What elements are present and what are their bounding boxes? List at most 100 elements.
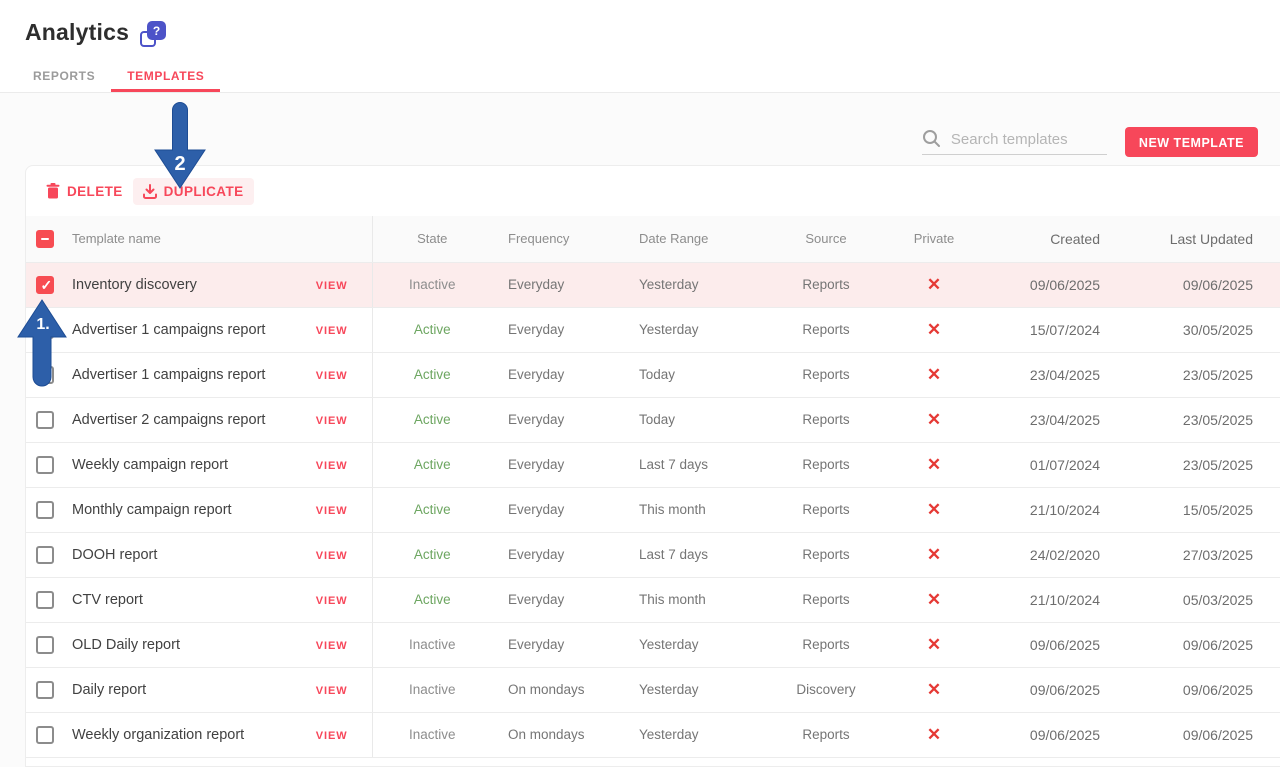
last-updated-cell: 27/03/2025 — [1120, 532, 1280, 577]
column-header-view-spacer — [312, 216, 372, 262]
table-row[interactable]: Monthly campaign reportVIEWActiveEveryda… — [26, 487, 1280, 532]
template-name: Advertiser 2 campaigns report — [72, 412, 265, 428]
view-cell: VIEW — [312, 532, 372, 577]
app-header: Analytics ? REPORTS TEMPLATES — [0, 0, 1280, 93]
source-cell: Reports — [768, 487, 884, 532]
template-name-cell: Weekly campaign report — [70, 442, 312, 487]
search-box[interactable] — [922, 129, 1107, 155]
view-link[interactable]: VIEW — [316, 640, 348, 652]
row-checkbox[interactable] — [36, 636, 54, 654]
row-checkbox[interactable] — [36, 411, 54, 429]
private-cell: ✕ — [884, 262, 984, 307]
created-value: 09/06/2025 — [1030, 727, 1100, 743]
table-row[interactable]: Advertiser 2 campaigns reportVIEWActiveE… — [26, 397, 1280, 442]
delete-button[interactable]: DELETE — [36, 177, 133, 205]
select-all-checkbox[interactable] — [36, 230, 54, 248]
new-template-button[interactable]: NEW TEMPLATE — [1125, 127, 1258, 157]
frequency-value: On mondays — [508, 727, 585, 742]
search-icon — [922, 129, 941, 148]
view-link[interactable]: VIEW — [316, 325, 348, 337]
last-updated-value: 05/03/2025 — [1183, 592, 1253, 608]
template-name: Monthly campaign report — [72, 502, 232, 518]
template-name-cell: Advertiser 1 campaigns report — [70, 307, 312, 352]
private-cell: ✕ — [884, 487, 984, 532]
view-link[interactable]: VIEW — [316, 415, 348, 427]
last-updated-cell: 09/06/2025 — [1120, 667, 1280, 712]
column-header-frequency: Frequency — [492, 216, 618, 262]
created-value: 09/06/2025 — [1030, 637, 1100, 653]
frequency-cell: Everyday — [492, 532, 618, 577]
table-row[interactable]: Advertiser 1 campaigns reportVIEWActiveE… — [26, 352, 1280, 397]
frequency-value: Everyday — [508, 637, 564, 652]
source-cell: Reports — [768, 577, 884, 622]
created-value: 24/02/2020 — [1030, 547, 1100, 563]
view-link[interactable]: VIEW — [316, 595, 348, 607]
view-link[interactable]: VIEW — [316, 685, 348, 697]
private-cell: ✕ — [884, 712, 984, 757]
table-row[interactable]: Advertiser 1 campaigns reportVIEWActiveE… — [26, 307, 1280, 352]
view-link[interactable]: VIEW — [316, 505, 348, 517]
row-checkbox[interactable] — [36, 591, 54, 609]
date-range-value: Last 7 days — [639, 457, 708, 472]
table-row[interactable]: Daily reportVIEWInactiveOn mondaysYester… — [26, 667, 1280, 712]
last-updated-value: 09/06/2025 — [1183, 277, 1253, 293]
row-checkbox[interactable] — [36, 321, 54, 339]
frequency-value: Everyday — [508, 322, 564, 337]
view-cell: VIEW — [312, 307, 372, 352]
row-checkbox[interactable] — [36, 501, 54, 519]
source-cell: Reports — [768, 712, 884, 757]
search-input[interactable] — [951, 131, 1107, 148]
last-updated-value: 09/06/2025 — [1183, 727, 1253, 743]
source-cell: Reports — [768, 622, 884, 667]
row-checkbox[interactable] — [36, 276, 54, 294]
private-x-icon: ✕ — [927, 680, 941, 699]
frequency-cell: Everyday — [492, 577, 618, 622]
last-updated-cell: 09/06/2025 — [1120, 622, 1280, 667]
view-link[interactable]: VIEW — [316, 550, 348, 562]
row-checkbox[interactable] — [36, 726, 54, 744]
state-cell: Active — [372, 577, 492, 622]
template-name: Weekly organization report — [72, 727, 244, 743]
view-link[interactable]: VIEW — [316, 730, 348, 742]
tab-reports[interactable]: REPORTS — [17, 61, 111, 92]
source-value: Reports — [802, 277, 849, 292]
template-name-cell: Advertiser 2 campaigns report — [70, 397, 312, 442]
frequency-cell: Everyday — [492, 622, 618, 667]
table-row[interactable]: Inventory discoveryVIEWInactiveEverydayY… — [26, 262, 1280, 307]
template-name: Daily report — [72, 682, 146, 698]
help-icon-question: ? — [147, 21, 166, 40]
created-value: 21/10/2024 — [1030, 502, 1100, 518]
table-row[interactable]: CTV reportVIEWActiveEverydayThis monthRe… — [26, 577, 1280, 622]
state-value: Active — [414, 412, 451, 427]
table-row[interactable]: DOOH reportVIEWActiveEverydayLast 7 days… — [26, 532, 1280, 577]
tab-bar: REPORTS TEMPLATES — [0, 61, 1280, 92]
tab-templates[interactable]: TEMPLATES — [111, 61, 220, 92]
source-cell: Reports — [768, 397, 884, 442]
date-range-cell: Yesterday — [618, 622, 768, 667]
date-range-value: Yesterday — [639, 322, 699, 337]
date-range-cell: Yesterday — [618, 262, 768, 307]
view-link[interactable]: VIEW — [316, 280, 348, 292]
view-link[interactable]: VIEW — [316, 370, 348, 382]
created-cell: 15/07/2024 — [984, 307, 1120, 352]
duplicate-button[interactable]: DUPLICATE — [133, 178, 254, 205]
created-value: 15/07/2024 — [1030, 322, 1100, 338]
frequency-cell: Everyday — [492, 442, 618, 487]
date-range-value: Yesterday — [639, 277, 699, 292]
row-checkbox-cell — [26, 622, 70, 667]
table-row[interactable]: OLD Daily reportVIEWInactiveEverydayYest… — [26, 622, 1280, 667]
view-link[interactable]: VIEW — [316, 460, 348, 472]
help-icon[interactable]: ? — [140, 21, 166, 47]
table-row[interactable]: Weekly organization reportVIEWInactiveOn… — [26, 712, 1280, 757]
table-row[interactable]: Weekly campaign report VIEW ActiveEveryday… — [26, 442, 1280, 487]
state-cell: Active — [372, 442, 492, 487]
row-checkbox[interactable] — [36, 546, 54, 564]
row-checkbox[interactable] — [36, 456, 54, 474]
source-value: Discovery — [796, 682, 855, 697]
row-checkbox[interactable] — [36, 681, 54, 699]
row-checkbox-cell — [26, 667, 70, 712]
created-value: 09/06/2025 — [1030, 682, 1100, 698]
last-updated-cell: 15/05/2025 — [1120, 487, 1280, 532]
row-checkbox[interactable] — [36, 366, 54, 384]
date-range-cell: Today — [618, 397, 768, 442]
